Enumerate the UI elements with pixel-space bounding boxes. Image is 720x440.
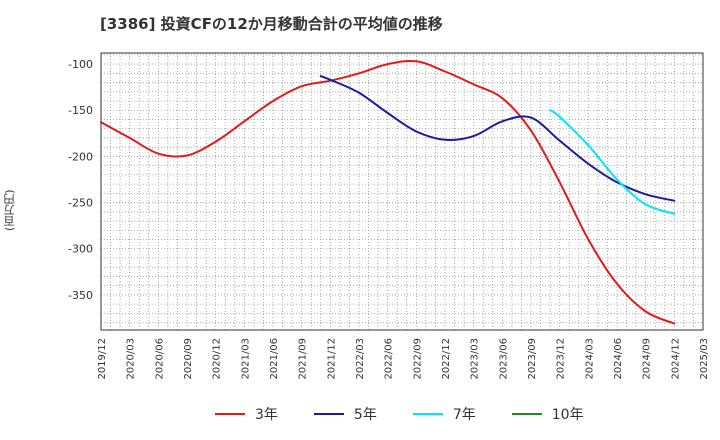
chart-title: [3386] 投資CFの12か月移動合計の平均値の推移 — [100, 15, 443, 33]
x-tick-label: 2022/12 — [441, 338, 452, 380]
x-tick-label: 2021/06 — [269, 338, 280, 380]
y-tick-label: -150 — [68, 104, 93, 117]
legend-swatch — [511, 413, 542, 415]
legend-label: 7年 — [452, 407, 476, 423]
y-tick-label: -100 — [68, 58, 93, 71]
x-tick-label: 2023/06 — [498, 338, 509, 380]
plot-frame — [100, 52, 704, 331]
y-tick-label: -250 — [68, 197, 93, 210]
x-tick-label: 2024/12 — [670, 338, 681, 380]
x-tick-label: 2022/06 — [384, 338, 395, 380]
x-tick-label: 2021/09 — [298, 338, 309, 380]
legend-label: 5年 — [353, 407, 377, 423]
legend-item: 7年 — [412, 404, 476, 424]
x-tick-label: 2019/12 — [97, 338, 108, 380]
y-tick-label: -350 — [68, 289, 93, 302]
x-tick-label: 2023/09 — [527, 338, 538, 380]
x-tick-label: 2020/06 — [154, 338, 165, 380]
x-tick-label: 2022/09 — [412, 338, 423, 380]
y-tick-label: -200 — [68, 150, 93, 163]
legend-label: 3年 — [255, 407, 278, 423]
series-lines — [100, 59, 676, 325]
y-tick-labels: -100 -150 -200 -250 -300 -350 — [68, 58, 93, 302]
x-tick-label: 2023/03 — [470, 338, 481, 380]
x-tick-label: 2020/03 — [126, 338, 137, 380]
legend-swatch — [215, 413, 245, 415]
x-tick-label: 2021/03 — [240, 338, 251, 380]
x-tick-label: 2023/12 — [556, 338, 567, 380]
series-line-2 — [319, 75, 676, 202]
x-tick-label: 2025/03 — [699, 338, 710, 380]
x-tick-label: 2021/12 — [326, 338, 337, 380]
grid — [101, 53, 703, 330]
legend: 3年 5年 7年 10年 — [215, 404, 584, 424]
series-line-3 — [549, 109, 676, 215]
legend-item: 5年 — [313, 404, 377, 424]
x-tick-labels: 2019/12 2020/03 2020/06 2020/09 2020/12 2021/… — [97, 338, 710, 380]
x-tick-label: 2020/09 — [183, 338, 194, 380]
x-tick-label: 2022/03 — [355, 338, 366, 380]
legend-item: 10年 — [511, 404, 584, 424]
legend-item: 3年 — [215, 404, 278, 424]
series-line-1 — [100, 59, 676, 325]
legend-label: 10年 — [551, 407, 584, 423]
legend-swatch — [412, 413, 443, 415]
x-tick-label: 2024/06 — [613, 338, 624, 380]
y-tick-label: -300 — [68, 243, 93, 256]
x-tick-label: 2020/12 — [212, 338, 223, 380]
x-tick-label: 2024/09 — [642, 338, 653, 380]
x-tick-label: 2024/03 — [584, 338, 595, 380]
legend-swatch — [313, 413, 344, 415]
